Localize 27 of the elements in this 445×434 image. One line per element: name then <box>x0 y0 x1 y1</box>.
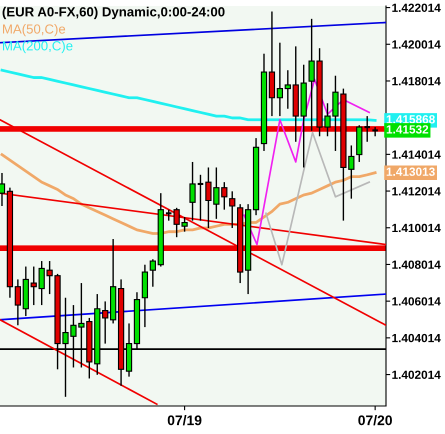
candlestick <box>371 126 379 137</box>
x-tick-label: 07/19 <box>168 415 202 426</box>
y-tick-label: 1.408014 <box>392 260 441 269</box>
series-label: MA(200,C)e <box>3 40 72 54</box>
chart-title: (EUR A0-FX,60) Dynamic,0:00-24:00 <box>2 6 225 20</box>
text: 1.41532 <box>386 125 428 134</box>
candlestick <box>189 161 196 222</box>
x-tick-label: 07/20 <box>358 415 392 426</box>
data-label: 1.413013 <box>386 168 435 176</box>
y-tick-label: 1.422014 <box>392 4 441 12</box>
y-tick-label: 1.404014 <box>392 334 441 342</box>
y-tick-label: 1.414014 <box>392 150 441 159</box>
candlestick <box>229 190 236 229</box>
candlestick <box>0 172 6 207</box>
y-tick-label: 1.420014 <box>392 40 441 49</box>
text: MA(50,C)e <box>3 24 66 36</box>
candlestick <box>363 115 372 142</box>
y-tick-label: 1.412014 <box>392 187 441 196</box>
y-tick-label: 1.410014 <box>392 224 441 232</box>
y-tick-label: 1.418014 <box>392 77 441 86</box>
y-tick-label: 1.406014 <box>392 297 441 306</box>
candlestick <box>196 174 204 222</box>
candlestick <box>324 102 331 137</box>
y-tick-label: 1.402014 <box>392 370 441 379</box>
data-label: 1.415868 <box>386 115 435 124</box>
candlestick <box>164 208 173 222</box>
candlestick <box>332 75 339 152</box>
